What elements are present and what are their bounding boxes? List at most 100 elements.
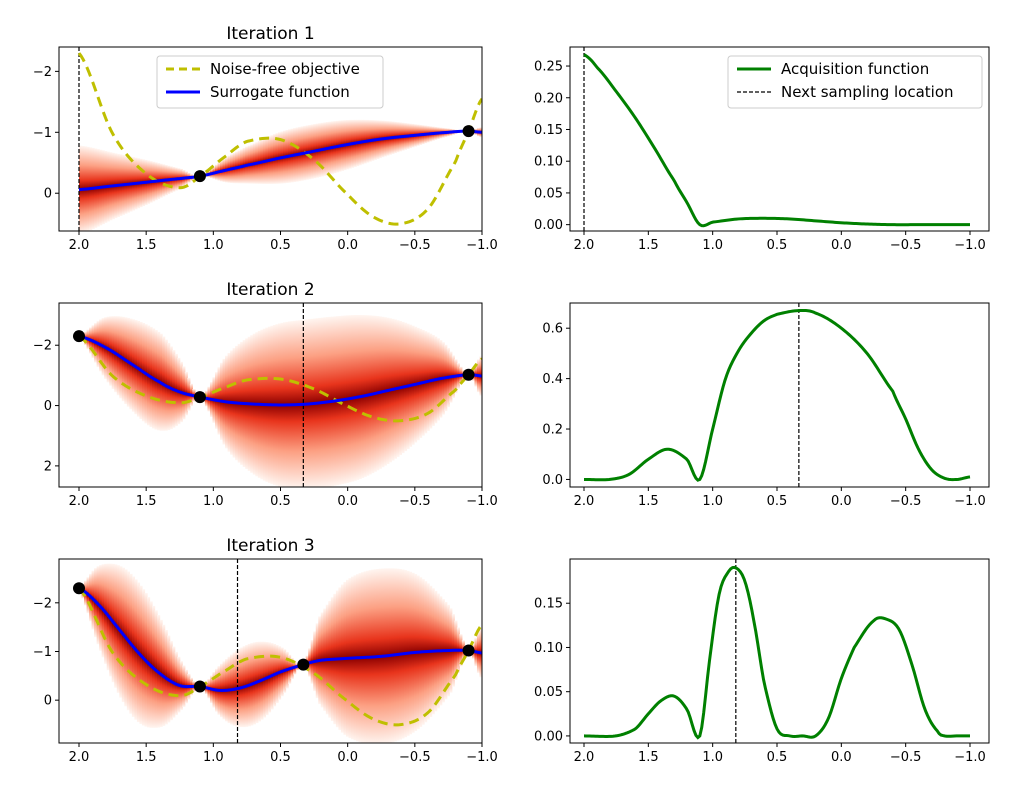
y-tick-label: 0.2 [542, 423, 563, 438]
x-tick-label: 2.0 [69, 750, 90, 765]
legend-label: Surrogate function [210, 83, 350, 101]
y-tick-label: −2 [33, 339, 52, 354]
subplot-1: 2.0 1.5 1.0 0.5 0.0 −0.5 −1.0 −2 −1 0 Iteration 1 N… [33, 24, 498, 253]
y-tick-label: 0.05 [534, 186, 563, 201]
x-tick-label: −1.0 [466, 238, 498, 253]
noise-free-objective-line [78, 334, 482, 423]
x-tick-label: 1.5 [638, 494, 659, 509]
x-tick-label: 1.0 [702, 494, 723, 509]
x-tick-label: 1.0 [702, 238, 723, 253]
subplot-title: Iteration 3 [226, 536, 314, 556]
y-tick-label: 0.15 [534, 597, 563, 612]
y-tick-label: 0.00 [534, 218, 563, 233]
x-tick-label: −1.0 [466, 750, 498, 765]
x-tick-label: 2.0 [574, 238, 595, 253]
x-tick-label: −1.0 [954, 494, 986, 509]
plot-area [583, 303, 971, 487]
x-tick-label: −0.5 [399, 494, 431, 509]
sample-point [462, 644, 475, 657]
legend-label: Acquisition function [781, 60, 929, 78]
y-tick-label: 0 [44, 694, 52, 709]
x-tick-label: 0.0 [337, 750, 358, 765]
x-tick-label: 2.0 [574, 750, 595, 765]
y-tick-label: 0.00 [534, 729, 563, 744]
x-tick-label: 0.0 [337, 238, 358, 253]
subplot-4: 2.0 1.5 1.0 0.5 0.0 −0.5 −1.0 0.0 0.2 0.4 0.6 [542, 302, 990, 509]
sample-point [193, 680, 206, 693]
legend-label: Next sampling location [781, 83, 954, 101]
y-tick-label: 0 [44, 399, 52, 414]
y-tick-label: 0.15 [534, 123, 563, 138]
x-tick-label: 0.5 [767, 494, 788, 509]
acquisition-function-line [583, 53, 970, 228]
plot-area [583, 47, 970, 231]
plot-area [73, 559, 482, 743]
subplot-6: 2.0 1.5 1.0 0.5 0.0 −0.5 −1.0 0.00 0.05 0.10 0.15 [534, 558, 990, 765]
sample-point [462, 368, 475, 381]
x-tick-label: 0.5 [767, 750, 788, 765]
y-tick-label: 0.10 [534, 155, 563, 170]
x-tick-label: 0.0 [831, 750, 852, 765]
x-tick-label: 0.5 [270, 494, 291, 509]
x-tick-label: −1.0 [954, 750, 986, 765]
sample-point [462, 125, 475, 138]
axes-frame [58, 46, 483, 232]
x-tick-label: 0.5 [767, 238, 788, 253]
legend-label: Noise-free objective [210, 60, 360, 78]
axes-frame [569, 46, 990, 232]
y-tick-label: 0.25 [534, 60, 563, 75]
y-tick-label: −2 [33, 65, 52, 80]
y-tick-label: −1 [33, 645, 52, 660]
x-tick-label: 0.0 [831, 238, 852, 253]
x-tick-label: 2.0 [574, 494, 595, 509]
surrogate-function-line [78, 129, 482, 192]
surrogate-function-line [78, 334, 482, 407]
x-tick-label: 1.0 [203, 238, 224, 253]
y-tick-label: 0.6 [542, 322, 563, 337]
y-tick-label: 0.10 [534, 641, 563, 656]
x-tick-label: −0.5 [399, 238, 431, 253]
surrogate-function-line [78, 586, 482, 692]
x-tick-label: 1.5 [136, 750, 157, 765]
acquisition-function-line [583, 308, 971, 482]
x-tick-label: 2.0 [69, 238, 90, 253]
y-tick-label: 0.0 [542, 473, 563, 488]
axes-frame [58, 302, 483, 488]
noise-free-objective-line [77, 587, 482, 727]
legend: Acquisition function Next sampling locati… [727, 55, 983, 109]
y-tick-label: −1 [33, 126, 52, 141]
x-tick-label: −0.5 [890, 494, 922, 509]
subplot-title: Iteration 1 [226, 24, 314, 44]
y-tick-label: 2 [44, 459, 52, 474]
sample-point [193, 170, 206, 183]
x-tick-label: 2.0 [69, 494, 90, 509]
legend: Noise-free objective Surrogate function [156, 55, 384, 109]
x-tick-label: 0.0 [831, 494, 852, 509]
legend-box [156, 55, 384, 109]
x-tick-label: −1.0 [466, 494, 498, 509]
y-tick-label: 0.4 [542, 372, 563, 387]
x-tick-label: 1.0 [203, 494, 224, 509]
x-tick-label: −0.5 [399, 750, 431, 765]
y-tick-label: 0.20 [534, 91, 563, 106]
y-tick-label: −2 [33, 596, 52, 611]
x-tick-label: 1.5 [638, 750, 659, 765]
acquisition-function-line [583, 565, 970, 740]
axes-frame [569, 558, 990, 744]
sample-point [193, 391, 206, 404]
x-tick-label: 1.0 [203, 750, 224, 765]
sample-point [73, 582, 85, 595]
x-tick-label: 0.0 [337, 494, 358, 509]
y-tick-label: 0.05 [534, 685, 563, 700]
x-tick-label: 1.5 [136, 238, 157, 253]
subplot-5: 2.0 1.5 1.0 0.5 0.0 −0.5 −1.0 −2 −1 0 Iteration 3 [33, 536, 498, 765]
axes-frame [569, 302, 990, 488]
subplot-3: 2.0 1.5 1.0 0.5 0.0 −0.5 −1.0 −2 0 2 Iteration 2 [33, 280, 498, 509]
x-tick-label: −0.5 [890, 750, 922, 765]
plot-area [73, 303, 482, 487]
x-tick-label: 0.5 [270, 750, 291, 765]
x-tick-label: 1.5 [136, 494, 157, 509]
noise-free-objective-line [77, 52, 482, 226]
legend-box [727, 55, 983, 109]
